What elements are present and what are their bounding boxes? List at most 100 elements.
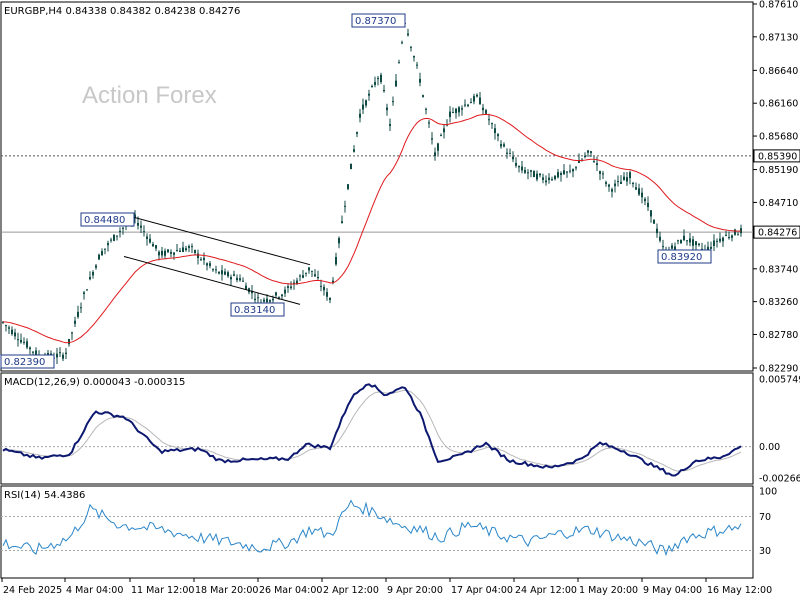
candle [452,107,454,114]
price-tick-label: 0.87130 [759,32,798,43]
candle [302,270,304,279]
candle [458,106,460,117]
candle [5,324,7,332]
x-tick-label: 11 Mar 12:00 [131,585,194,596]
candle [245,282,247,290]
candle [386,103,388,116]
candle [572,168,574,178]
candle [176,244,178,252]
candle [161,246,163,259]
price-tick-label: 0.82780 [759,330,798,341]
candle [323,284,325,296]
candle [689,232,691,247]
candle [71,331,73,341]
candle [119,227,121,238]
candle [347,184,349,191]
candle [590,150,592,158]
candle [374,76,376,88]
candle [92,270,94,279]
macd-label: MACD(12,26,9) 0.000043 -0.000315 [4,377,185,388]
candle [545,175,547,186]
candle [422,94,424,98]
candle [719,232,721,244]
candle [149,234,151,244]
price-annotation-box [657,249,712,264]
candle [476,93,478,98]
candle [14,328,16,340]
candle [515,157,517,168]
candle [218,271,220,275]
candle [635,182,637,190]
candle [65,348,67,359]
candle [581,157,583,162]
candle [713,234,715,252]
macd-tick-label: 0.00 [759,442,780,453]
candle [11,326,13,336]
candle [437,142,439,156]
candle [206,262,208,271]
candle [575,165,577,171]
candle [629,170,631,185]
candle [164,248,166,259]
rsi-panel [0,485,754,579]
candle [17,332,19,347]
candle [311,270,313,277]
candle [539,173,541,178]
candle [152,241,154,247]
candle [221,265,223,281]
candle [716,238,718,248]
candle [446,119,448,127]
candle [380,72,382,85]
candle [536,170,538,182]
candle [683,229,685,242]
candle [104,248,106,255]
candle [29,346,31,355]
channel-lower-line [123,255,301,305]
candle [224,268,226,276]
candle [134,210,136,224]
price-tick-label: 0.85190 [759,165,798,176]
candle [434,147,436,161]
candle [281,293,283,299]
x-tick-label: 26 Mar 04:00 [259,585,322,596]
candle [692,236,694,252]
candle [257,293,259,305]
candle [497,133,499,142]
candle [236,274,238,283]
candle [659,231,661,243]
candle [560,171,562,182]
price-annotation-box [80,212,135,227]
candle [428,119,430,128]
candle [356,131,358,138]
candle [419,72,421,87]
candle [482,103,484,115]
candle [425,107,427,115]
candle [530,169,532,178]
candle [74,316,76,328]
candle [227,270,229,278]
price-annotation: 0.84480 [84,215,125,226]
x-tick-label: 9 May 04:00 [643,585,702,596]
candle [338,236,340,249]
candle [401,40,403,45]
candle [335,252,337,266]
candle [182,241,184,253]
candle [185,245,187,252]
candle [728,231,730,240]
candle [392,96,394,106]
candle [506,148,508,159]
candle [671,243,673,250]
candle [344,200,346,213]
price-annotation-box [0,354,55,369]
moving-average-line [2,113,742,344]
candle [200,257,202,261]
candle [83,290,85,300]
candle [113,234,115,242]
candle [698,242,700,247]
candle [620,175,622,185]
channel-upper-line [126,214,311,266]
rsi-tick-label: 30 [759,546,771,557]
candle [491,122,493,129]
candle [518,165,520,173]
candle [731,234,733,242]
